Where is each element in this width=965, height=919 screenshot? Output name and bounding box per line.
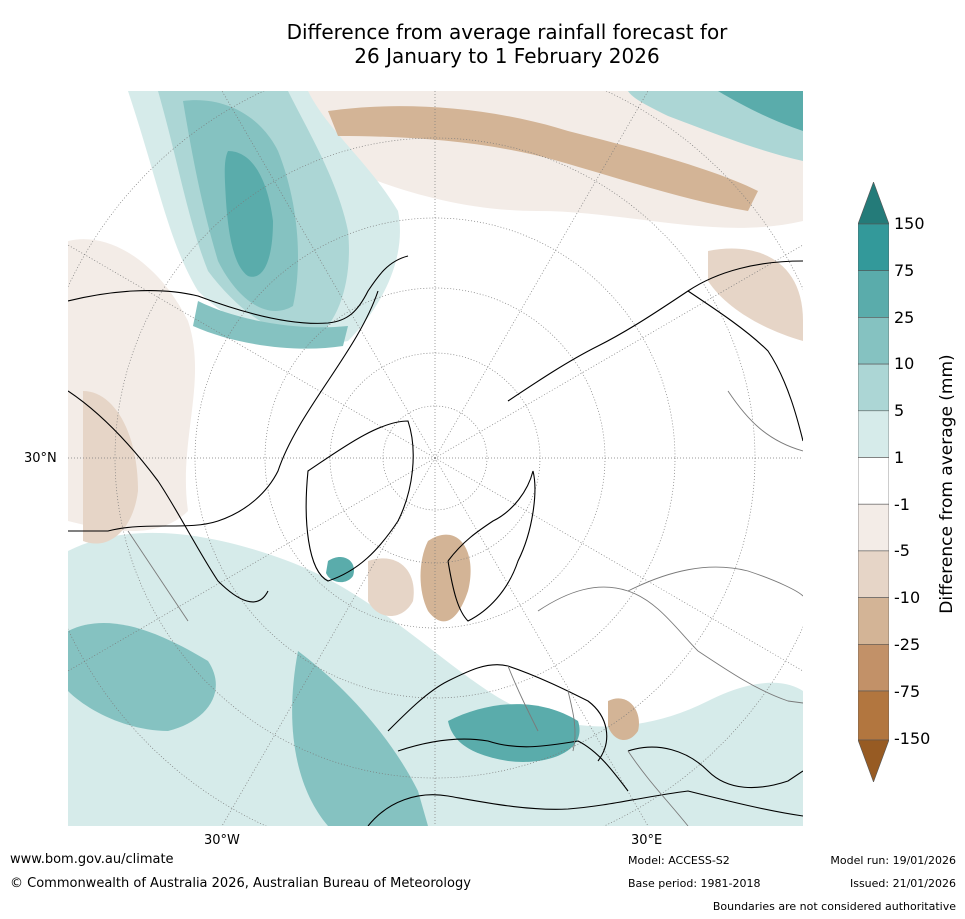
- colorbar-svg: [857, 181, 890, 783]
- anomaly-wet-mediterranean: [448, 704, 580, 762]
- border-mongolia: [727, 390, 803, 452]
- border-europe-1: [507, 665, 539, 732]
- colorbar-tick-5: 5: [894, 401, 905, 420]
- colorbar-extend-top: [857, 181, 890, 225]
- colorbar-extend-bottom: [857, 739, 890, 783]
- parallel-80n: [382, 405, 488, 511]
- colorbar-tick-25: 25: [894, 308, 915, 327]
- coast-arabia: [627, 746, 803, 789]
- anomaly-dry-top-band: [328, 106, 758, 211]
- anomaly-dry-scandinavia: [420, 534, 471, 622]
- lat-label-30n: 30°N: [24, 451, 57, 466]
- colorbar-bin-75-150: [857, 223, 890, 272]
- anomaly-wet-top-right-25: [718, 91, 803, 131]
- border-canada-us: [127, 530, 189, 622]
- anomaly-dry-east-africa: [608, 698, 639, 741]
- colorbar-tick-neg5: -5: [894, 541, 910, 560]
- footer-copyright: © Commonwealth of Australia 2026, Austra…: [10, 876, 471, 891]
- lon-label-30e: 30°E: [631, 833, 663, 848]
- footer-issued: Issued: 21/01/2026: [849, 877, 956, 890]
- footer-model: Model: ACCESS-S2: [628, 854, 730, 867]
- colorbar: [857, 181, 890, 783]
- border-russia-south: [627, 566, 803, 597]
- footer-model-run: Model run: 19/01/2026: [830, 854, 956, 867]
- colorbar-bin-n5-n1: [857, 503, 890, 552]
- colorbar-bin-1-5: [857, 410, 890, 458]
- colorbar-tick-neg25: -25: [894, 635, 921, 654]
- colorbar-tick-neg75: -75: [894, 682, 921, 701]
- footer-url[interactable]: www.bom.gov.au/climate: [10, 852, 174, 867]
- coast-mediterranean: [397, 738, 629, 792]
- anomaly-wet-alaska-band: [193, 301, 348, 349]
- meridian-30e: [434, 457, 649, 826]
- map-svg: [68, 91, 803, 826]
- border-central-asia: [697, 650, 803, 704]
- coast-siberia-north: [507, 260, 803, 402]
- colorbar-bin-5-10: [857, 363, 890, 412]
- coast-alaska: [68, 255, 409, 324]
- meridian-60e: [434, 457, 803, 672]
- colorbar-tick-150: 150: [894, 214, 925, 233]
- coast-greenland: [305, 420, 414, 582]
- coast-scandinavia: [447, 470, 536, 622]
- anomaly-wet-iceland: [326, 556, 354, 583]
- footer-base-period: Base period: 1981-2018: [628, 877, 761, 890]
- coastlines: [68, 255, 803, 826]
- graticule: [68, 91, 803, 826]
- anomaly-wet-light-north-atlantic: [68, 532, 803, 826]
- colorbar-bin-n1-1: [857, 457, 890, 505]
- colorbar-bin-n25-n10: [857, 597, 890, 645]
- colorbar-bin-n150-n75: [857, 690, 890, 741]
- country-borders: [127, 390, 803, 826]
- lon-label-30w: 30°W: [204, 833, 240, 848]
- border-europe-2: [567, 690, 576, 752]
- coast-east-asia: [687, 290, 803, 442]
- colorbar-bin-n10-n5: [857, 550, 890, 598]
- colorbar-bin-n75-n25: [857, 643, 890, 692]
- colorbar-bin-10-25: [857, 317, 890, 365]
- anomaly-wet-atlantic-10: [68, 622, 216, 731]
- anomaly-wet-pacific-25: [224, 151, 273, 277]
- colorbar-tick-neg1: -1: [894, 495, 910, 514]
- colorbar-tick-75: 75: [894, 261, 915, 280]
- title-line-1: Difference from average rainfall forecas…: [286, 20, 728, 44]
- colorbar-bin-25-75: [857, 270, 890, 318]
- colorbar-tick-1: 1: [894, 448, 905, 467]
- colorbar-tick-neg150: -150: [894, 729, 931, 748]
- footer-disclaimer: Boundaries are not considered authoritat…: [712, 900, 956, 913]
- colorbar-tick-10: 10: [894, 354, 915, 373]
- meridian-30w: [221, 457, 436, 826]
- coast-canada-arctic: [68, 290, 379, 532]
- coast-africa: [367, 790, 803, 826]
- anomaly-dry-east-asia: [708, 248, 803, 341]
- chart-title: Difference from average rainfall forecas…: [0, 20, 965, 68]
- border-middle-east: [627, 750, 689, 826]
- anomaly-dry-left-10: [83, 391, 138, 544]
- coast-north-america-east: [68, 390, 269, 603]
- colorbar-tick-neg10: -10: [894, 588, 921, 607]
- anomaly-wet-atlantic-europe: [292, 651, 428, 826]
- meridian-120w: [434, 244, 803, 459]
- anomaly-dry-greenland-coast: [368, 558, 414, 616]
- rainfall-map: [68, 91, 803, 826]
- title-line-2: 26 January to 1 February 2026: [354, 44, 660, 68]
- colorbar-title: Difference from average (mm): [937, 354, 957, 614]
